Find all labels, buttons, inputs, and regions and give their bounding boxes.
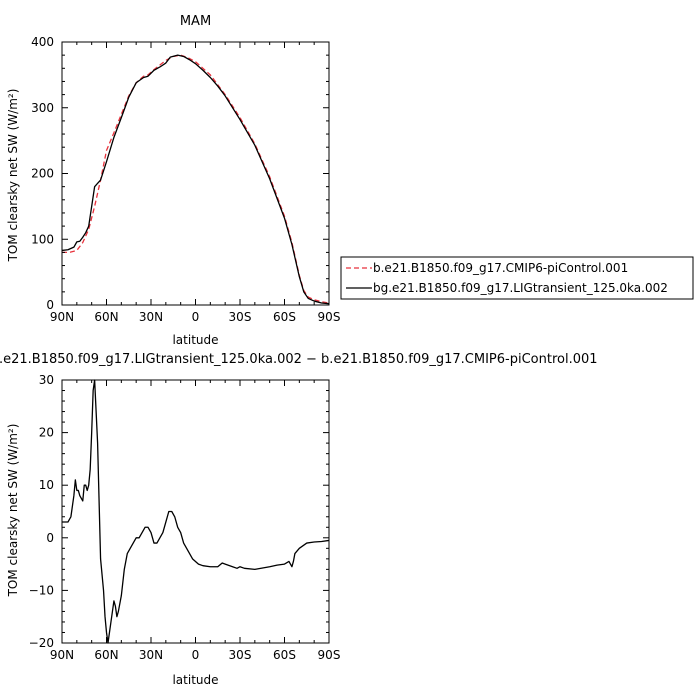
top-x-tick-label: 60S: [273, 310, 296, 324]
bottom-x-axis-label: latitude: [172, 673, 218, 687]
top-x-tick-label: 30N: [139, 310, 163, 324]
bottom-series-group: [62, 379, 330, 644]
legend: b.e21.B1850.f09_g17.CMIP6-piControl.001 …: [340, 256, 694, 300]
bottom-x-tick-label: 0: [192, 648, 200, 662]
bottom-x-tick-label: 60S: [273, 648, 296, 662]
top-x-tick-label: 30S: [229, 310, 252, 324]
top-x-tick-label: 90S: [318, 310, 341, 324]
top-x-tick-label: 90N: [50, 310, 74, 324]
legend-box: [340, 256, 694, 300]
top-y-tick-label: 400: [31, 35, 54, 49]
legend-label-ligtransient: bg.e21.B1850.f09_g17.LIGtransient_125.0k…: [373, 281, 668, 295]
top-y-tick-label: 0: [46, 298, 54, 312]
top-x-axis-label: latitude: [172, 333, 218, 347]
bottom-y-axis-label: TOM clearsky net SW (W/m²): [6, 424, 20, 598]
legend-label-picontrol: b.e21.B1850.f09_g17.CMIP6-piControl.001: [373, 261, 628, 275]
bottom-x-tick-label: 30S: [229, 648, 252, 662]
top-panel: MAM 90N 60N 30N 0 30S 60S 90S 0 100 200 300 400 lat…: [6, 14, 340, 347]
bottom-y-tick-label: 30: [39, 373, 54, 387]
bottom-x-tick-label: 60N: [94, 648, 118, 662]
bottom-y-tick-label: 20: [39, 426, 54, 440]
top-y-tick-label: 200: [31, 167, 54, 181]
bottom-chart-title: bg.e21.B1850.f09_g17.LIGtransient_125.0k…: [0, 352, 598, 367]
bottom-series-line-0: [62, 379, 330, 644]
top-series-group: [61, 54, 330, 305]
bottom-x-tick-label: 90S: [318, 648, 341, 662]
top-chart-title: MAM: [180, 14, 211, 29]
top-axes: 90N 60N 30N 0 30S 60S 90S 0 100 200 300 400: [31, 35, 340, 324]
bottom-y-tick-label: 10: [39, 478, 54, 492]
bottom-y-tick-label: 0: [46, 531, 54, 545]
top-x-tick-label: 60N: [94, 310, 118, 324]
top-y-tick-label: 100: [31, 232, 54, 246]
bottom-y-tick-label: −10: [29, 583, 54, 597]
bottom-y-tick-label: −20: [29, 636, 54, 650]
top-y-tick-label: 300: [31, 101, 54, 115]
bottom-plot-frame: [61, 379, 330, 644]
bottom-x-tick-label: 30N: [139, 648, 163, 662]
top-y-axis-label: TOM clearsky net SW (W/m²): [6, 89, 20, 263]
top-series-line-1: [61, 54, 330, 305]
bottom-x-tick-label: 90N: [50, 648, 74, 662]
bottom-panel: bg.e21.B1850.f09_g17.LIGtransient_125.0k…: [0, 352, 598, 687]
top-series-line-0: [62, 54, 330, 304]
bottom-axes: 90N 60N 30N 0 30S 60S 90S −20 −10 0 10 20 30: [29, 373, 341, 662]
top-x-tick-label: 0: [192, 310, 200, 324]
